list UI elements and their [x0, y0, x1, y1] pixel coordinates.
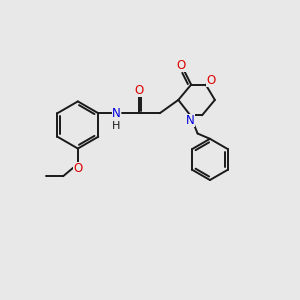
- Text: O: O: [73, 162, 83, 175]
- Text: H: H: [112, 122, 121, 131]
- Text: O: O: [206, 74, 216, 87]
- Text: N: N: [112, 107, 121, 120]
- Text: O: O: [177, 59, 186, 72]
- Text: O: O: [134, 84, 143, 97]
- Text: N: N: [186, 114, 195, 127]
